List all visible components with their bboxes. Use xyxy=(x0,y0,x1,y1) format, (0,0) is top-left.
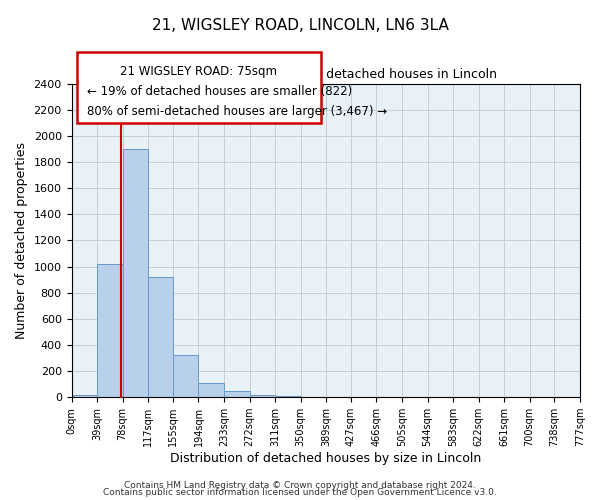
Text: Contains public sector information licensed under the Open Government Licence v3: Contains public sector information licen… xyxy=(103,488,497,497)
Bar xyxy=(275,396,301,397)
Bar xyxy=(122,149,148,397)
Bar xyxy=(301,396,326,397)
Text: 21, WIGSLEY ROAD, LINCOLN, LN6 3LA: 21, WIGSLEY ROAD, LINCOLN, LN6 3LA xyxy=(152,18,448,32)
Bar xyxy=(199,384,224,397)
Title: Size of property relative to detached houses in Lincoln: Size of property relative to detached ho… xyxy=(155,68,497,81)
Y-axis label: Number of detached properties: Number of detached properties xyxy=(15,142,28,339)
Bar xyxy=(326,396,351,397)
Bar xyxy=(224,392,250,397)
Bar xyxy=(71,394,97,397)
Bar xyxy=(173,356,199,397)
Bar xyxy=(97,264,122,397)
Bar xyxy=(250,394,275,397)
Text: ← 19% of detached houses are smaller (822): ← 19% of detached houses are smaller (82… xyxy=(87,85,352,98)
Text: 80% of semi-detached houses are larger (3,467) →: 80% of semi-detached houses are larger (… xyxy=(87,106,387,118)
Text: Contains HM Land Registry data © Crown copyright and database right 2024.: Contains HM Land Registry data © Crown c… xyxy=(124,480,476,490)
Text: 21 WIGSLEY ROAD: 75sqm: 21 WIGSLEY ROAD: 75sqm xyxy=(120,64,277,78)
Bar xyxy=(148,277,173,397)
X-axis label: Distribution of detached houses by size in Lincoln: Distribution of detached houses by size … xyxy=(170,452,481,465)
FancyBboxPatch shape xyxy=(77,52,320,122)
